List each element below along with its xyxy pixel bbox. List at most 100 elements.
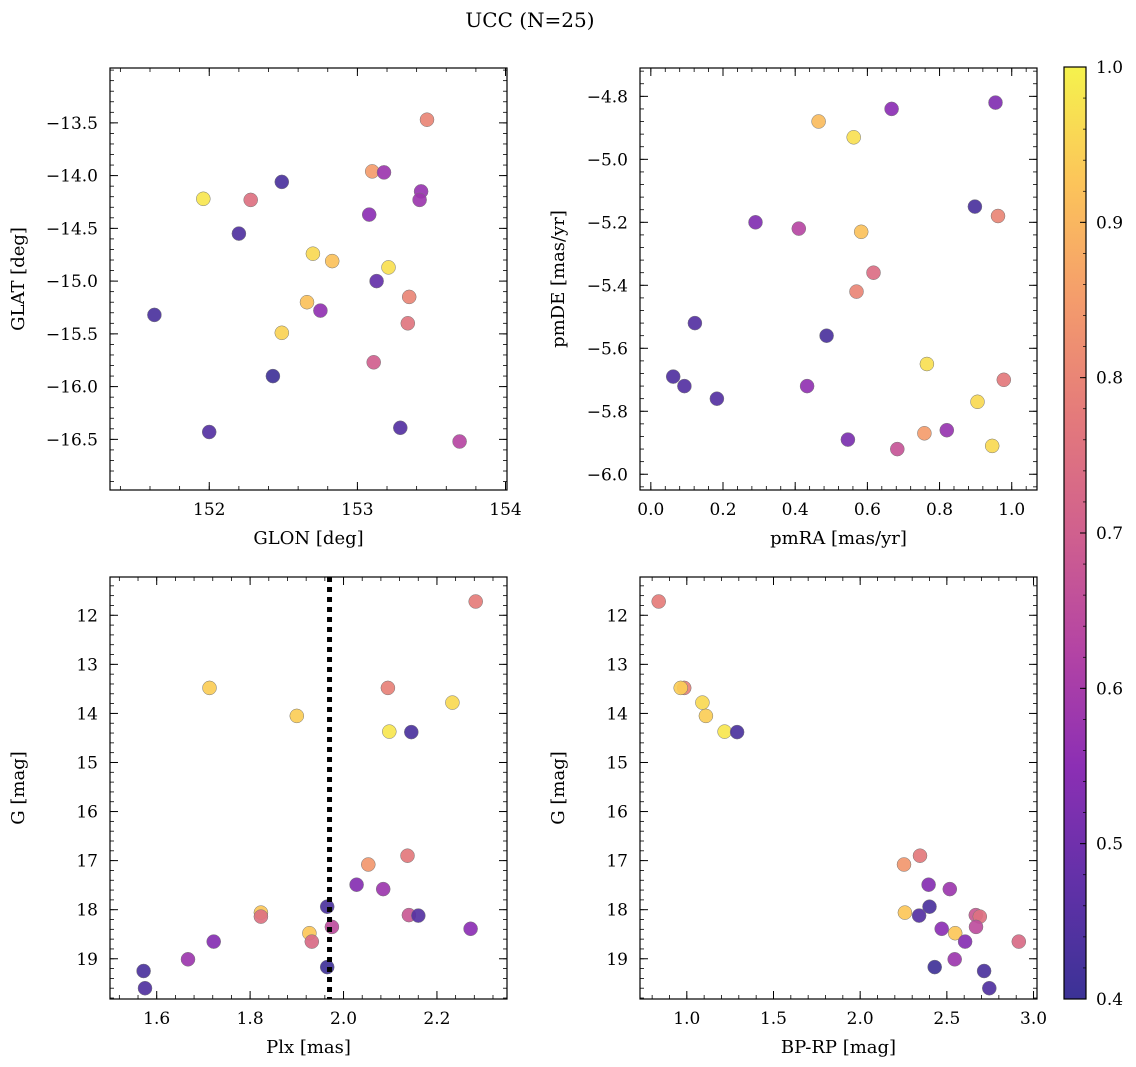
data-point bbox=[202, 680, 217, 696]
data-point bbox=[380, 680, 396, 696]
colorbar-tick-label: 0.5 bbox=[1096, 835, 1123, 855]
data-point bbox=[393, 420, 408, 436]
data-point bbox=[990, 208, 1006, 224]
x-axis-label: GLON [deg] bbox=[253, 528, 363, 549]
y-tick-label: 12 bbox=[606, 606, 628, 626]
data-point bbox=[947, 952, 962, 967]
data-point bbox=[419, 112, 435, 127]
data-point bbox=[361, 207, 377, 222]
colorbar-tick-label: 0.7 bbox=[1096, 524, 1123, 544]
x-tick-label: 2.0 bbox=[330, 1009, 357, 1029]
x-tick-label: 154 bbox=[489, 500, 521, 520]
data-point bbox=[366, 355, 381, 370]
x-axis-label: BP-RP [mag] bbox=[781, 1037, 896, 1058]
data-point bbox=[404, 724, 419, 740]
y-tick-label: −13.5 bbox=[46, 114, 98, 134]
data-point bbox=[376, 165, 392, 180]
data-point bbox=[799, 378, 815, 394]
data-point bbox=[890, 441, 905, 457]
scatter-panel-3: 1.6 1.8 2.0 2.2 12 13 14 15 16 17 18 19 Plx [mas] G [… bbox=[8, 576, 508, 1058]
data-point bbox=[299, 294, 315, 310]
x-tick-label: 1.0 bbox=[998, 500, 1025, 520]
data-point bbox=[231, 226, 247, 241]
data-point bbox=[381, 260, 396, 275]
x-tick-label: 1.5 bbox=[760, 1009, 787, 1029]
data-point bbox=[984, 438, 1000, 454]
data-point bbox=[853, 224, 869, 240]
data-point bbox=[729, 724, 745, 740]
axes-frame bbox=[109, 67, 508, 491]
data-point bbox=[947, 925, 963, 941]
data-point bbox=[206, 934, 221, 949]
data-point bbox=[673, 680, 688, 696]
data-point bbox=[917, 426, 932, 441]
data-point bbox=[304, 934, 320, 949]
data-point bbox=[922, 899, 937, 914]
y-tick-label: −16.0 bbox=[46, 378, 98, 398]
x-tick-label: 0.4 bbox=[782, 500, 809, 520]
x-tick-label: 3.0 bbox=[1020, 1009, 1047, 1029]
data-point bbox=[196, 191, 211, 207]
data-point bbox=[695, 695, 710, 710]
y-tick-label: −5.6 bbox=[587, 339, 628, 359]
data-point bbox=[677, 378, 692, 394]
y-tick-label: −15.5 bbox=[46, 325, 98, 345]
data-point bbox=[849, 284, 864, 299]
data-point bbox=[976, 963, 992, 979]
data-point bbox=[919, 356, 935, 372]
y-tick-label: −16.5 bbox=[46, 430, 98, 450]
data-point bbox=[411, 908, 426, 923]
data-point bbox=[687, 315, 703, 331]
x-tick-label: 0.6 bbox=[854, 500, 881, 520]
data-point bbox=[289, 708, 305, 724]
data-point bbox=[897, 905, 913, 920]
data-point bbox=[968, 919, 984, 935]
x-tick-label: 0.0 bbox=[637, 500, 664, 520]
y-tick-label: 15 bbox=[76, 753, 98, 773]
x-tick-label: 2.5 bbox=[933, 1009, 960, 1029]
y-tick-label: 14 bbox=[606, 704, 628, 724]
data-point bbox=[349, 877, 364, 892]
y-axis-label: G [mag] bbox=[8, 751, 29, 824]
y-tick-label: 17 bbox=[606, 852, 628, 872]
y-axis-label: G [mag] bbox=[548, 751, 569, 824]
y-tick-label: 12 bbox=[76, 606, 98, 626]
y-tick-label: 16 bbox=[76, 803, 98, 823]
y-tick-label: −5.0 bbox=[587, 150, 628, 170]
y-tick-label: 13 bbox=[606, 655, 628, 675]
y-tick-label: −5.2 bbox=[587, 213, 628, 233]
data-point bbox=[468, 594, 483, 609]
y-tick-label: 13 bbox=[76, 655, 98, 675]
data-point bbox=[369, 273, 384, 289]
data-point bbox=[463, 921, 478, 937]
data-point bbox=[840, 432, 856, 447]
data-point bbox=[651, 594, 666, 609]
figure-title: UCC (N=25) bbox=[465, 8, 594, 32]
data-point bbox=[884, 101, 899, 117]
y-tick-label: 18 bbox=[606, 901, 628, 921]
data-point bbox=[791, 221, 807, 236]
data-point bbox=[313, 303, 328, 318]
colorbar-tick-label: 0.6 bbox=[1096, 679, 1123, 699]
data-point bbox=[147, 307, 162, 323]
y-tick-label: −14.5 bbox=[46, 219, 98, 239]
data-point bbox=[996, 372, 1012, 388]
data-point bbox=[921, 877, 936, 892]
data-point bbox=[957, 934, 973, 949]
y-tick-label: 17 bbox=[76, 852, 98, 872]
x-tick-label: 2.2 bbox=[423, 1009, 450, 1029]
data-point bbox=[819, 328, 834, 343]
x-axis-label: pmRA [mas/yr] bbox=[770, 528, 907, 549]
data-point bbox=[243, 192, 258, 208]
scatter-panel-4: 1.0 1.5 2.0 2.5 3.0 12 13 14 15 16 17 18 19 BP-RP [ma… bbox=[548, 576, 1047, 1058]
data-point bbox=[846, 130, 861, 145]
colorbar-tick-label: 1.0 bbox=[1096, 58, 1123, 78]
y-tick-label: −14.0 bbox=[46, 167, 98, 187]
data-point bbox=[709, 391, 725, 406]
data-point bbox=[967, 199, 983, 214]
data-point bbox=[939, 422, 955, 438]
data-point bbox=[361, 857, 376, 872]
y-axis-label: pmDE [mas/yr] bbox=[548, 210, 569, 348]
data-point bbox=[896, 857, 912, 872]
